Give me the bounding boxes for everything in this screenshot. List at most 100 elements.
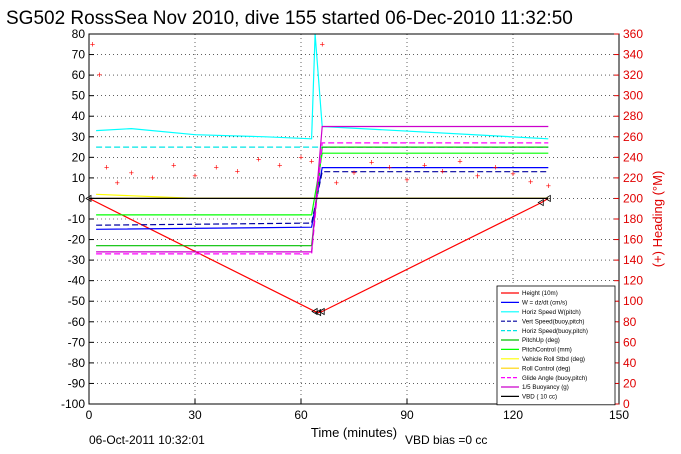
legend-entry: PitchControl (mm): [522, 347, 572, 354]
y-tick-label: -60: [68, 315, 86, 329]
x-tick-label: 120: [503, 408, 523, 422]
series-line: [96, 146, 549, 247]
heading-point: +: [90, 39, 95, 49]
y-tick-label: -30: [68, 253, 86, 267]
y-tick-label: -100: [61, 397, 85, 411]
plot-title: SG502 RossSea Nov 2010, dive 155 started…: [6, 8, 573, 29]
y-tick-label: -40: [68, 274, 86, 288]
x-tick-label: 0: [86, 408, 93, 422]
y-right-tick-label: 260: [623, 130, 643, 144]
y-tick-label: 30: [72, 130, 86, 144]
grid-lines: [89, 34, 619, 404]
y-right-tick-label: 300: [623, 89, 643, 103]
heading-point: +: [129, 168, 134, 178]
y-right-tick-label: 200: [623, 191, 643, 205]
heading-point: +: [214, 163, 219, 173]
x-axis-label: Time (minutes): [311, 425, 397, 440]
y-right-tick-label: 360: [623, 27, 643, 41]
series-line: [96, 171, 549, 226]
legend-entry: PitchUp (deg): [522, 337, 560, 344]
y-tick-label: -10: [68, 212, 86, 226]
heading-point: +: [493, 163, 498, 173]
y-tick-label: 10: [72, 171, 86, 185]
y-tick-label: -50: [68, 294, 86, 308]
y-right-tick-label: 120: [623, 274, 643, 288]
heading-point: +: [97, 70, 102, 80]
legend-entry: Glide Angle (buoy,pitch): [522, 375, 587, 382]
x-tick-label: 30: [188, 408, 202, 422]
height-marker: [544, 194, 551, 203]
x-tick-label: 60: [294, 408, 308, 422]
axis-ticks: 0 30 60 90 120 15080706050403020100-10-20-30-…: [61, 27, 643, 422]
heading-point: +: [256, 154, 261, 164]
heading-point: +: [510, 169, 515, 179]
heading-point: +: [320, 39, 325, 49]
y-tick-label: 60: [72, 68, 86, 82]
footer-vbd-bias: VBD bias =0 cc: [405, 433, 487, 447]
y-tick-label: 20: [72, 150, 86, 164]
y-right-tick-label: 340: [623, 48, 643, 62]
y-right-tick-label: 0: [623, 397, 630, 411]
legend-entry: VBD ( 10 cc): [522, 394, 557, 401]
y-tick-label: -90: [68, 376, 86, 390]
x-tick-label: 150: [609, 408, 629, 422]
legend: Height (10m) W = dz/dt (cm/s) Horiz Speed …: [496, 285, 616, 406]
legend-entry: Roll Control (deg): [522, 365, 571, 372]
y-tick-label: 50: [72, 89, 86, 103]
heading-point: +: [150, 173, 155, 183]
heading-point: +: [104, 163, 109, 173]
heading-point: +: [528, 177, 533, 187]
heading-point: +: [440, 167, 445, 177]
legend-entry: Height (10m): [522, 290, 558, 297]
y-right-tick-label: 20: [623, 376, 637, 390]
heading-point: +: [235, 167, 240, 177]
heading-point: +: [351, 168, 356, 178]
y-tick-label: -20: [68, 233, 86, 247]
heading-point: +: [422, 161, 427, 171]
y-right-tick-label: 40: [623, 356, 637, 370]
heading-point: +: [309, 156, 314, 166]
legend-entry: 1/5 Buoyancy (g): [522, 384, 569, 391]
series-line: [96, 125, 549, 253]
heading-point: +: [115, 178, 120, 188]
y-tick-label: -70: [68, 335, 86, 349]
series-line: [96, 33, 549, 140]
heading-point: +: [387, 163, 392, 173]
y-right-tick-label: 80: [623, 315, 637, 329]
legend-entry: W = dz/dt (cm/s): [522, 300, 567, 307]
legend-entry: Vehicle Roll Stbd (deg): [522, 356, 585, 363]
y-axis-label-right: (+) Heading (°M): [650, 171, 665, 268]
y-right-tick-label: 140: [623, 253, 643, 267]
y-right-tick-label: 320: [623, 68, 643, 82]
y-tick-label: 80: [72, 27, 86, 41]
footer-date: 06-Oct-2011 10:32:01: [89, 433, 205, 447]
height-marker: [318, 307, 325, 316]
heading-point: +: [546, 181, 551, 191]
heading-point: +: [404, 175, 409, 185]
series-line: [96, 193, 549, 199]
y-right-tick-label: 240: [623, 150, 643, 164]
legend-entry: Horiz Speed(buoy,pitch): [522, 328, 588, 335]
y-right-tick-label: 280: [623, 109, 643, 123]
y-right-tick-label: 220: [623, 171, 643, 185]
data-series: + + + + + + + + + + + + + + + + + + + + + + + + + + + +: [85, 33, 551, 317]
heading-point: +: [192, 171, 197, 181]
heading-point: +: [475, 171, 480, 181]
legend-entry: Horiz Speed W(pitch): [522, 309, 581, 316]
y-tick-label: 40: [72, 109, 86, 123]
y-tick-label: -80: [68, 356, 86, 370]
y-right-tick-label: 100: [623, 294, 643, 308]
legend-entry: Vert Speed(buoy,pitch): [522, 318, 584, 325]
height-marker: [537, 198, 544, 207]
heading-point: +: [369, 157, 374, 167]
heading-point: +: [298, 152, 303, 162]
y-tick-label: 0: [78, 191, 85, 205]
y-tick-label: 70: [72, 48, 86, 62]
series-line: [96, 152, 549, 216]
x-tick-label: 90: [400, 408, 414, 422]
series-line: [88, 197, 549, 314]
y-right-tick-label: 180: [623, 212, 643, 226]
legend-box: [496, 285, 616, 406]
y-right-tick-label: 160: [623, 233, 643, 247]
